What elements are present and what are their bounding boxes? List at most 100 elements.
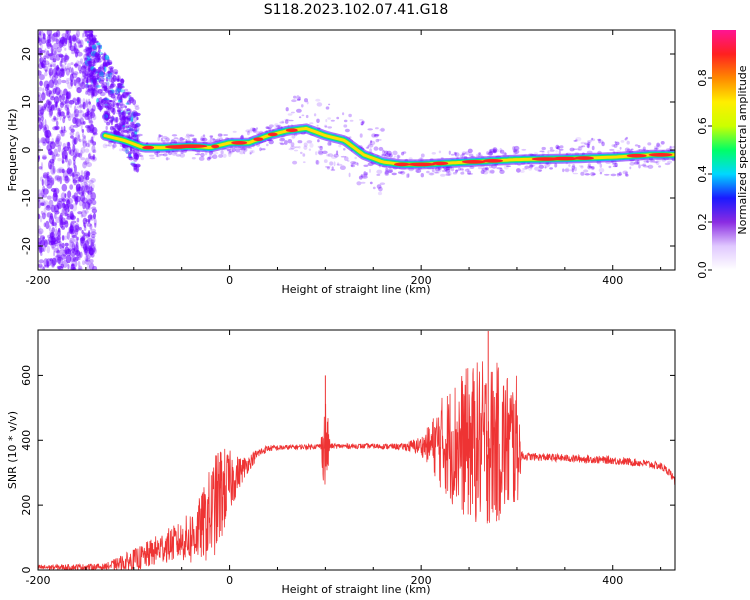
spectral-speckle [44, 87, 48, 92]
spectral-speckle [60, 217, 66, 225]
spectral-speckle [529, 164, 534, 168]
spectral-speckle [165, 157, 170, 161]
spectral-speckle [629, 162, 635, 166]
spectral-speckle [377, 191, 383, 196]
spectral-speckle [90, 183, 95, 189]
spectral-speckle [347, 160, 350, 162]
spectral-speckle [612, 165, 618, 168]
spectral-speckle [86, 57, 92, 61]
spectral-speckle [342, 112, 345, 116]
spectral-speckle [41, 212, 46, 220]
spectral-speckle [119, 78, 125, 84]
spectral-speckle [106, 100, 112, 103]
spectral-speckle [66, 167, 72, 175]
spectral-speckle [81, 197, 88, 204]
spectral-speckle [638, 164, 641, 169]
spectral-speckle [75, 77, 81, 84]
spectral-speckle [90, 190, 93, 199]
spectral-speckle [208, 156, 212, 160]
spectral-speckle [369, 141, 373, 145]
spectral-speckle [381, 153, 387, 157]
spectral-speckle [76, 60, 80, 66]
spectral-speckle [367, 128, 374, 131]
spectral-speckle [71, 234, 78, 239]
spectral-speckle [72, 173, 75, 182]
spectral-speckle [302, 161, 306, 164]
spectral-speckle [445, 168, 451, 173]
spectral-speckle [128, 153, 132, 158]
spectral-speckle [128, 128, 135, 132]
spectral-speckle [97, 89, 103, 94]
spectral-speckle [212, 151, 219, 155]
spectral-speckle [42, 138, 47, 144]
spectral-speckle [56, 46, 62, 53]
spectral-speckle [279, 121, 285, 124]
ridge-core [142, 145, 155, 150]
spectral-speckle [587, 163, 591, 167]
spectral-speckle [61, 235, 65, 241]
spectral-speckle [128, 151, 132, 155]
spectral-speckle [55, 216, 61, 223]
spectral-speckle [64, 67, 67, 72]
spectral-speckle [280, 137, 285, 141]
spectral-speckle [200, 152, 205, 158]
spectral-speckle [85, 182, 88, 190]
spectral-speckle [80, 214, 84, 218]
spectral-speckle [547, 150, 550, 154]
spectral-speckle [227, 148, 234, 154]
spectral-speckle [79, 237, 85, 241]
spectral-speckle [39, 56, 44, 64]
spectral-speckle [38, 33, 42, 42]
spectral-speckle [385, 167, 389, 172]
spectral-speckle [362, 173, 368, 177]
spectral-speckle [72, 266, 77, 270]
spectral-speckle [76, 87, 82, 94]
spectral-speckle [75, 171, 81, 177]
spectral-speckle [369, 168, 371, 173]
spectral-speckle [343, 148, 346, 151]
spectral-speckle [486, 151, 489, 155]
spectral-speckle [317, 139, 320, 143]
spectral-speckle [84, 71, 89, 76]
spectral-speckle [128, 151, 131, 157]
spectral-speckle [39, 42, 42, 46]
spectral-speckle [99, 71, 104, 77]
spectral-speckle [38, 237, 42, 245]
spectral-speckle [82, 161, 87, 169]
spectral-speckle [93, 82, 99, 89]
spectral-speckle [38, 39, 43, 46]
spectral-speckle [109, 99, 113, 103]
spectral-speckle [82, 248, 88, 253]
spectral-speckle [538, 164, 545, 169]
spectral-speckle [76, 97, 80, 106]
spectral-speckle [52, 165, 56, 174]
colorbar-ticks: 0.0 0.2 0.4 0.6 0.8 [696, 69, 712, 279]
spectral-speckle [200, 135, 206, 140]
spectral-speckle [90, 242, 95, 247]
spectral-speckle [66, 190, 72, 198]
spectral-speckle [60, 100, 66, 106]
spectral-speckle [650, 159, 654, 162]
spectral-speckle [55, 87, 61, 96]
spectral-speckle [600, 140, 604, 144]
spectral-speckle [475, 153, 481, 158]
spectral-speckle [75, 249, 80, 257]
spectral-speckle [87, 231, 91, 237]
spectral-speckle [68, 226, 73, 235]
spectral-speckle [68, 240, 74, 249]
spectral-speckle [50, 188, 57, 192]
spectral-speckle [406, 173, 409, 179]
spectral-speckle [499, 147, 502, 153]
spectral-speckle [76, 217, 80, 223]
spectral-speckle [104, 54, 110, 61]
spectral-speckle [55, 120, 59, 127]
spectral-speckle [492, 147, 498, 153]
spectral-speckle [125, 91, 132, 95]
spectral-speckle [121, 114, 126, 118]
spectral-speckle [74, 260, 78, 268]
spectral-speckle [506, 165, 511, 167]
spectral-speckle [327, 117, 331, 120]
spectral-speckle [50, 64, 53, 68]
spectral-speckle [85, 142, 90, 148]
